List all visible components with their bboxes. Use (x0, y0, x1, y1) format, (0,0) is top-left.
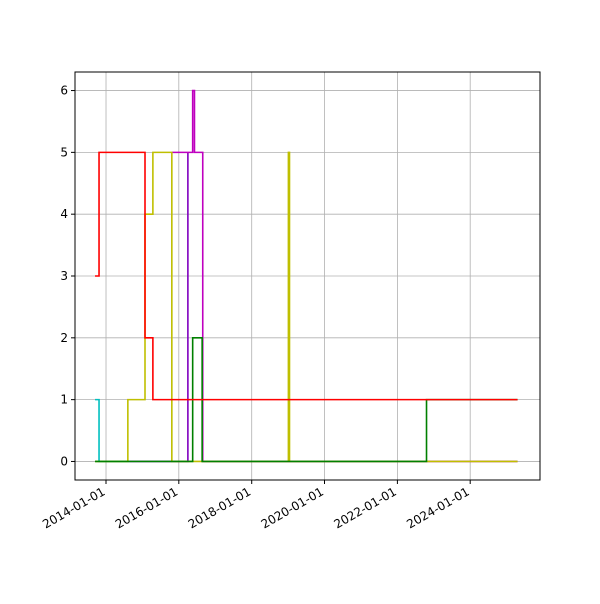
y-tick-label: 6 (60, 84, 68, 98)
step-line (95, 151, 518, 463)
y-tick-label: 2 (60, 331, 68, 345)
x-tick-label: 2020-01-01 (259, 484, 326, 531)
y-tick-label: 3 (60, 269, 68, 283)
plot-frame (74, 71, 541, 481)
x-tick-label: 2024-01-01 (404, 484, 471, 531)
x-tick-label: 2014-01-01 (40, 484, 107, 531)
y-tick-label: 4 (60, 207, 68, 221)
y-tick-label: 1 (60, 393, 68, 407)
x-tick-label: 2016-01-01 (113, 484, 180, 531)
y-tick-label: 0 (60, 454, 68, 468)
y-tick-label: 5 (60, 145, 68, 159)
x-tick-label: 2022-01-01 (331, 484, 398, 531)
step-line (95, 398, 130, 463)
x-tick-label: 2018-01-01 (186, 484, 253, 531)
step-line (95, 151, 518, 401)
